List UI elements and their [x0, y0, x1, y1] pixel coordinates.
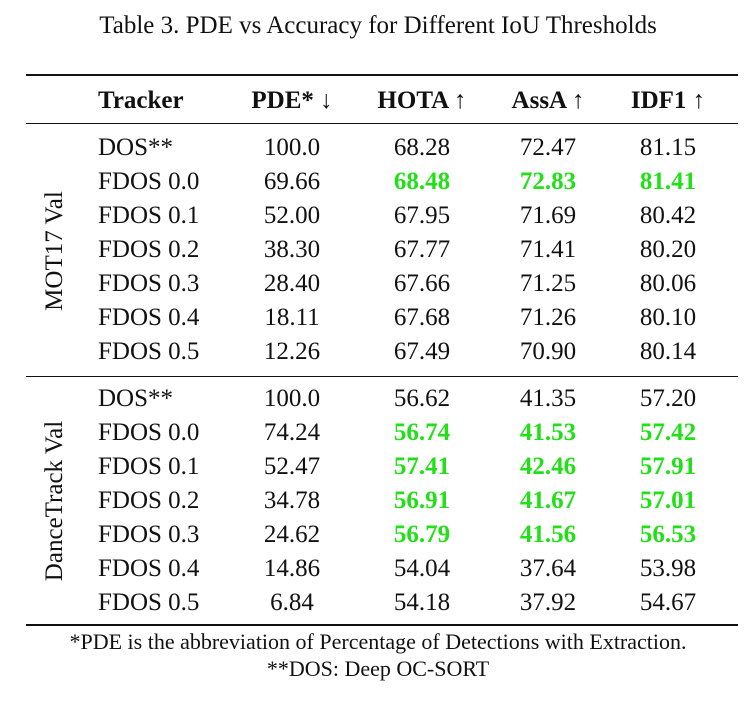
cell-pde: 14.86 [263, 555, 321, 582]
footnote-dos: **DOS: Deep OC-SORT [266, 656, 490, 681]
table-row: FDOS 0.5 12.26 67.49 70.90 80.14 [0, 335, 756, 369]
bottom-rule [26, 624, 738, 626]
cell-assa: 41.67 [519, 487, 577, 514]
table-row: FDOS 0.2 34.78 56.91 41.67 57.01 [0, 484, 756, 518]
cell-tracker: FDOS 0.4 [98, 555, 200, 582]
cell-hota: 56.62 [393, 385, 451, 412]
cell-hota: 67.68 [393, 304, 451, 331]
cell-pde: 34.78 [263, 487, 321, 514]
cell-pde: 69.66 [263, 168, 321, 195]
cell-pde: 6.84 [270, 589, 314, 616]
cell-idf1: 80.20 [639, 236, 697, 263]
cell-pde: 28.40 [263, 270, 321, 297]
cell-idf1: 80.10 [639, 304, 697, 331]
cell-assa: 41.35 [519, 385, 577, 412]
cell-tracker: FDOS 0.0 [98, 419, 200, 446]
cell-hota: 67.49 [393, 338, 451, 365]
header-rule [26, 123, 738, 124]
cell-tracker: FDOS 0.3 [98, 521, 200, 548]
cell-pde: 74.24 [263, 419, 321, 446]
cell-tracker: FDOS 0.5 [98, 338, 200, 365]
cell-tracker: DOS** [98, 385, 174, 412]
cell-assa: 37.64 [519, 555, 577, 582]
table-row: FDOS 0.0 69.66 68.48 72.83 81.41 [0, 165, 756, 199]
header-hota: HOTA ↑ [377, 87, 467, 114]
cell-pde: 38.30 [263, 236, 321, 263]
cell-pde: 18.11 [264, 304, 320, 331]
cell-tracker: FDOS 0.3 [98, 270, 200, 297]
cell-idf1: 80.42 [639, 202, 697, 229]
cell-idf1: 54.67 [639, 589, 697, 616]
table-row: FDOS 0.0 74.24 56.74 41.53 57.42 [0, 416, 756, 450]
cell-hota: 67.66 [393, 270, 451, 297]
table-row: FDOS 0.4 14.86 54.04 37.64 53.98 [0, 552, 756, 586]
cell-pde: 24.62 [263, 521, 321, 548]
cell-assa: 41.56 [519, 521, 577, 548]
cell-hota: 54.04 [393, 555, 451, 582]
cell-hota: 56.91 [393, 487, 451, 514]
cell-idf1: 57.91 [639, 453, 697, 480]
cell-idf1: 81.41 [639, 168, 697, 195]
cell-idf1: 57.20 [639, 385, 697, 412]
table-row: FDOS 0.5 6.84 54.18 37.92 54.67 [0, 586, 756, 620]
cell-pde: 52.00 [263, 202, 321, 229]
cell-hota: 67.95 [393, 202, 451, 229]
cell-idf1: 57.01 [639, 487, 697, 514]
cell-assa: 42.46 [519, 453, 577, 480]
cell-hota: 68.28 [393, 134, 451, 161]
cell-assa: 71.69 [519, 202, 577, 229]
cell-tracker: FDOS 0.2 [98, 236, 200, 263]
table-row: FDOS 0.4 18.11 67.68 71.26 80.10 [0, 301, 756, 335]
header-idf1: IDF1 ↑ [630, 87, 706, 114]
cell-hota: 67.77 [393, 236, 451, 263]
cell-assa: 37.92 [519, 589, 577, 616]
section-divider-rule [26, 376, 738, 377]
table-row: FDOS 0.1 52.47 57.41 42.46 57.91 [0, 450, 756, 484]
header-tracker: Tracker [98, 87, 184, 114]
table-row: DOS** 100.0 68.28 72.47 81.15 [0, 131, 756, 165]
cell-hota: 56.74 [393, 419, 451, 446]
header-assa: AssA ↑ [511, 87, 585, 114]
cell-tracker: DOS** [98, 134, 174, 161]
cell-assa: 70.90 [519, 338, 577, 365]
header-pde: PDE* ↓ [251, 87, 333, 114]
table-row: FDOS 0.1 52.00 67.95 71.69 80.42 [0, 199, 756, 233]
cell-tracker: FDOS 0.1 [98, 202, 200, 229]
cell-tracker: FDOS 0.1 [98, 453, 200, 480]
cell-tracker: FDOS 0.2 [98, 487, 200, 514]
cell-tracker: FDOS 0.0 [98, 168, 200, 195]
cell-pde: 100.0 [263, 134, 321, 161]
cell-idf1: 56.53 [639, 521, 697, 548]
table-header-row: Tracker PDE* ↓ HOTA ↑ AssA ↑ IDF1 ↑ [0, 84, 756, 118]
cell-tracker: FDOS 0.5 [98, 589, 200, 616]
table-row: FDOS 0.2 38.30 67.77 71.41 80.20 [0, 233, 756, 267]
cell-hota: 54.18 [393, 589, 451, 616]
cell-assa: 71.25 [519, 270, 577, 297]
section-mot17: MOT17 Val DOS** 100.0 68.28 72.47 81.15 … [0, 131, 756, 371]
section-dancetrack: DanceTrack Val DOS** 100.0 56.62 41.35 5… [0, 382, 756, 620]
cell-idf1: 80.06 [639, 270, 697, 297]
table-row: DOS** 100.0 56.62 41.35 57.20 [0, 382, 756, 416]
cell-assa: 71.26 [519, 304, 577, 331]
cell-idf1: 53.98 [639, 555, 697, 582]
cell-assa: 41.53 [519, 419, 577, 446]
cell-tracker: FDOS 0.4 [98, 304, 200, 331]
cell-assa: 71.41 [519, 236, 577, 263]
cell-idf1: 57.42 [639, 419, 697, 446]
cell-hota: 56.79 [393, 521, 451, 548]
cell-assa: 72.47 [519, 134, 577, 161]
footnote-pde: *PDE is the abbreviation of Percentage o… [69, 629, 687, 654]
cell-pde: 52.47 [263, 453, 321, 480]
cell-assa: 72.83 [519, 168, 577, 195]
cell-pde: 12.26 [263, 338, 321, 365]
cell-hota: 68.48 [393, 168, 451, 195]
top-rule [26, 74, 738, 76]
table-row: FDOS 0.3 24.62 56.79 41.56 56.53 [0, 518, 756, 552]
table-caption: Table 3. PDE vs Accuracy for Different I… [99, 12, 657, 39]
cell-idf1: 80.14 [639, 338, 697, 365]
cell-idf1: 81.15 [639, 134, 697, 161]
table-row: FDOS 0.3 28.40 67.66 71.25 80.06 [0, 267, 756, 301]
cell-hota: 57.41 [393, 453, 451, 480]
cell-pde: 100.0 [263, 385, 321, 412]
